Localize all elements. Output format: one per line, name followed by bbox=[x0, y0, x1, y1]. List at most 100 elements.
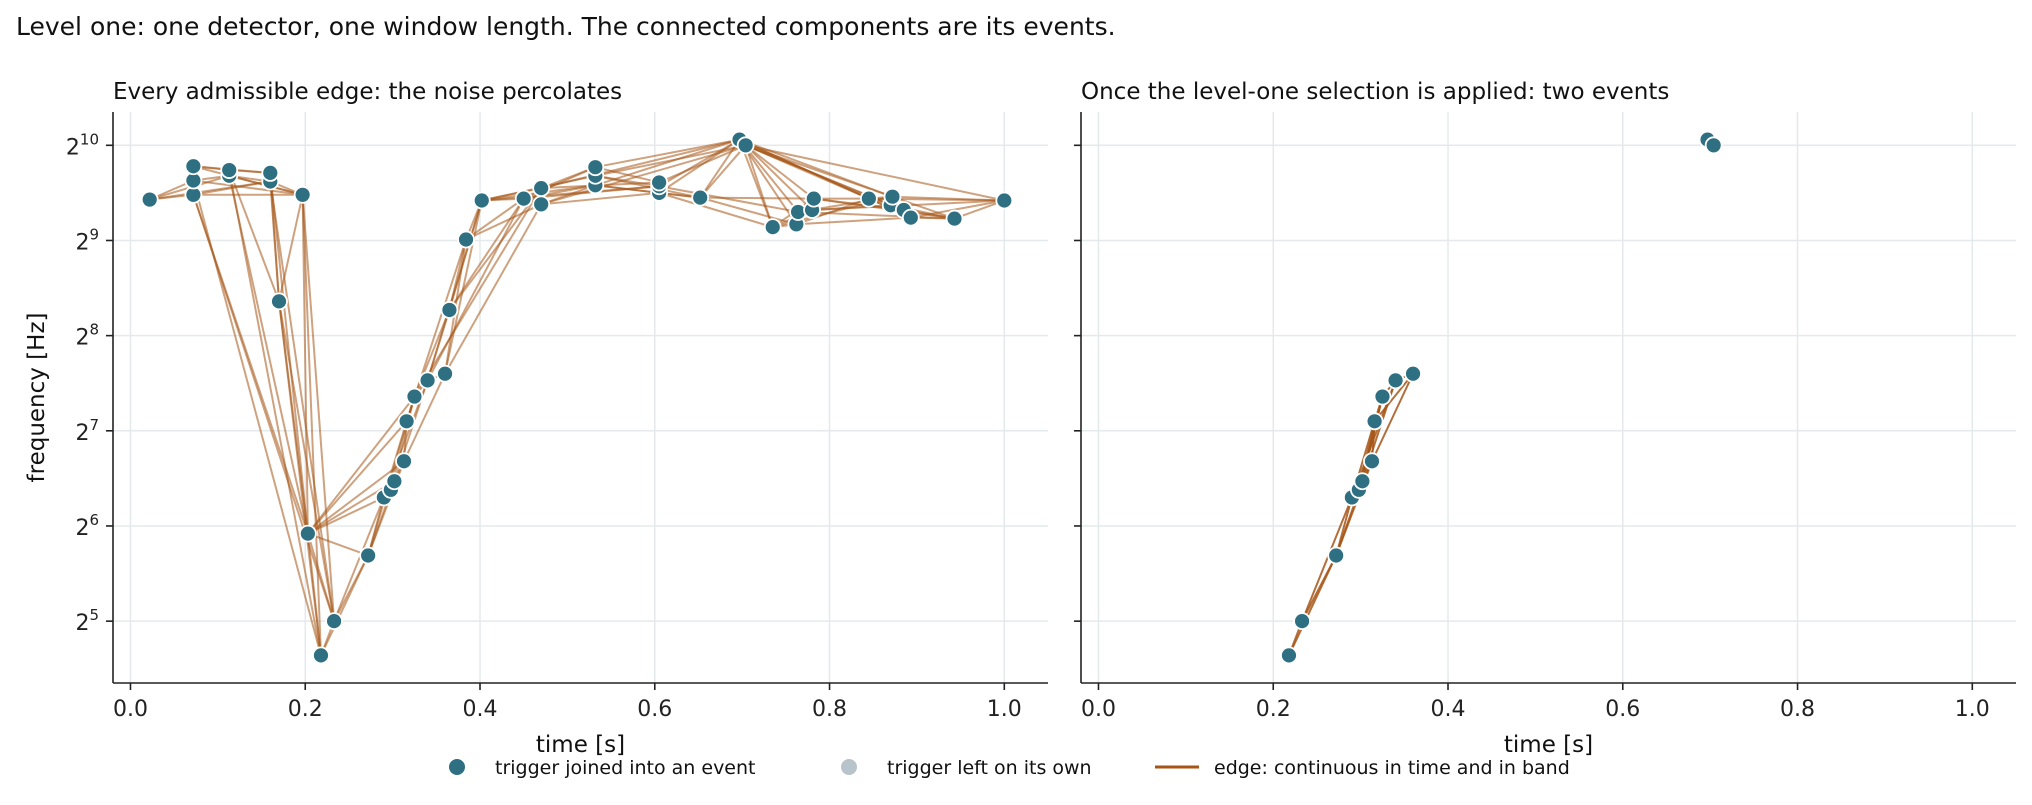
edge-line bbox=[306, 532, 336, 623]
y-tick-label: 26 bbox=[75, 511, 99, 541]
edge-line bbox=[192, 179, 304, 196]
trigger-point bbox=[514, 189, 533, 208]
edge-line bbox=[301, 193, 322, 657]
trigger-point bbox=[436, 364, 454, 383]
edge-layer bbox=[148, 138, 1006, 657]
edge-line bbox=[1301, 496, 1353, 623]
x-tick-label: 1.0 bbox=[1955, 697, 1990, 722]
panel-title: Every admissible edge: the noise percola… bbox=[113, 79, 622, 105]
trigger-point bbox=[1327, 546, 1346, 565]
y-tick-base: 2 bbox=[75, 230, 89, 255]
legend-marker-event bbox=[449, 759, 465, 775]
trigger-point bbox=[532, 179, 551, 198]
edge-line bbox=[1370, 372, 1415, 463]
edge-line bbox=[658, 138, 741, 194]
edge-line bbox=[448, 197, 525, 311]
x-tick-label: 0.6 bbox=[1605, 697, 1640, 722]
edge-line bbox=[448, 199, 483, 311]
edge-line bbox=[192, 165, 304, 196]
edge-line bbox=[269, 180, 281, 303]
trigger-point bbox=[385, 472, 404, 491]
edge-line bbox=[333, 496, 385, 623]
x-tick-label: 0.4 bbox=[463, 697, 498, 722]
x-axis-label: time [s] bbox=[536, 732, 625, 758]
edge-line bbox=[699, 138, 741, 199]
point-layer bbox=[140, 130, 1014, 665]
y-tick-base: 2 bbox=[66, 135, 80, 160]
y-tick-exponent: 5 bbox=[89, 606, 99, 624]
x-tick-label: 0.2 bbox=[1256, 697, 1291, 722]
trigger-point bbox=[691, 188, 710, 207]
edge-line bbox=[306, 532, 370, 557]
figure-title: Level one: one detector, one window leng… bbox=[16, 12, 1116, 41]
edge-line bbox=[306, 395, 416, 535]
right-panel: 0.0 0.2 0.4 0.6 0.8 1.0 Once the level-one sel… bbox=[1074, 79, 2016, 758]
trigger-point bbox=[883, 187, 902, 206]
y-tick-base: 2 bbox=[75, 611, 89, 636]
edge-line bbox=[744, 144, 1006, 202]
edge-line bbox=[797, 210, 956, 220]
trigger-point bbox=[457, 230, 475, 249]
edge-line bbox=[699, 144, 747, 199]
x-tick-label: 0.0 bbox=[1081, 697, 1116, 722]
edge-line bbox=[744, 144, 814, 212]
edge-line bbox=[744, 144, 815, 200]
edge-line bbox=[699, 196, 798, 226]
trigger-point bbox=[140, 190, 159, 209]
point-layer bbox=[1280, 130, 1723, 665]
trigger-point bbox=[1704, 136, 1723, 155]
edge-line bbox=[413, 187, 543, 398]
edge-line bbox=[594, 138, 741, 169]
edge-line bbox=[448, 187, 543, 311]
edge-line bbox=[269, 180, 336, 623]
x-tick-label: 0.0 bbox=[113, 697, 148, 722]
trigger-point bbox=[586, 158, 605, 177]
edge-layer bbox=[1287, 138, 1715, 657]
trigger-point bbox=[261, 164, 280, 182]
y-tick-label: 27 bbox=[75, 416, 99, 446]
trigger-point bbox=[298, 524, 317, 543]
trigger-point bbox=[1363, 452, 1381, 471]
edge-line bbox=[444, 199, 483, 375]
trigger-point bbox=[945, 209, 964, 228]
edge-line bbox=[594, 138, 741, 187]
trigger-point bbox=[1280, 646, 1298, 665]
trigger-point bbox=[1353, 472, 1372, 491]
y-tick-base: 2 bbox=[75, 421, 89, 446]
trigger-point bbox=[736, 136, 755, 155]
y-tick-exponent: 10 bbox=[80, 130, 99, 148]
y-tick-base: 2 bbox=[75, 326, 89, 351]
trigger-point bbox=[440, 301, 459, 319]
panel-title: Once the level-one selection is applied:… bbox=[1081, 79, 1669, 105]
edge-line bbox=[891, 195, 1006, 202]
trigger-point bbox=[405, 387, 424, 406]
trigger-point bbox=[901, 208, 920, 227]
edge-line bbox=[269, 171, 309, 535]
legend-label-event: trigger joined into an event bbox=[495, 757, 756, 779]
edge-line bbox=[658, 185, 800, 213]
legend-marker-lonely bbox=[841, 759, 857, 775]
y-tick-label: 25 bbox=[75, 606, 99, 636]
trigger-point bbox=[1386, 371, 1405, 390]
y-tick-exponent: 7 bbox=[89, 416, 99, 434]
trigger-point bbox=[1365, 412, 1384, 431]
trigger-point bbox=[1373, 387, 1392, 406]
edge-line bbox=[444, 203, 543, 375]
y-tick-base: 2 bbox=[75, 516, 89, 541]
trigger-point bbox=[293, 185, 312, 204]
y-tick-label: 210 bbox=[66, 130, 99, 160]
trigger-point bbox=[184, 157, 203, 176]
edge-line bbox=[333, 554, 370, 623]
edge-line bbox=[658, 191, 774, 229]
edge-line bbox=[301, 193, 336, 623]
trigger-point bbox=[359, 546, 378, 565]
edge-line bbox=[228, 169, 322, 657]
edge-line bbox=[795, 216, 912, 226]
x-tick-label: 0.2 bbox=[288, 697, 323, 722]
y-tick-exponent: 8 bbox=[89, 321, 99, 339]
y-tick-label: 28 bbox=[75, 321, 99, 351]
edge-line bbox=[306, 532, 322, 657]
edge-line bbox=[744, 144, 774, 229]
